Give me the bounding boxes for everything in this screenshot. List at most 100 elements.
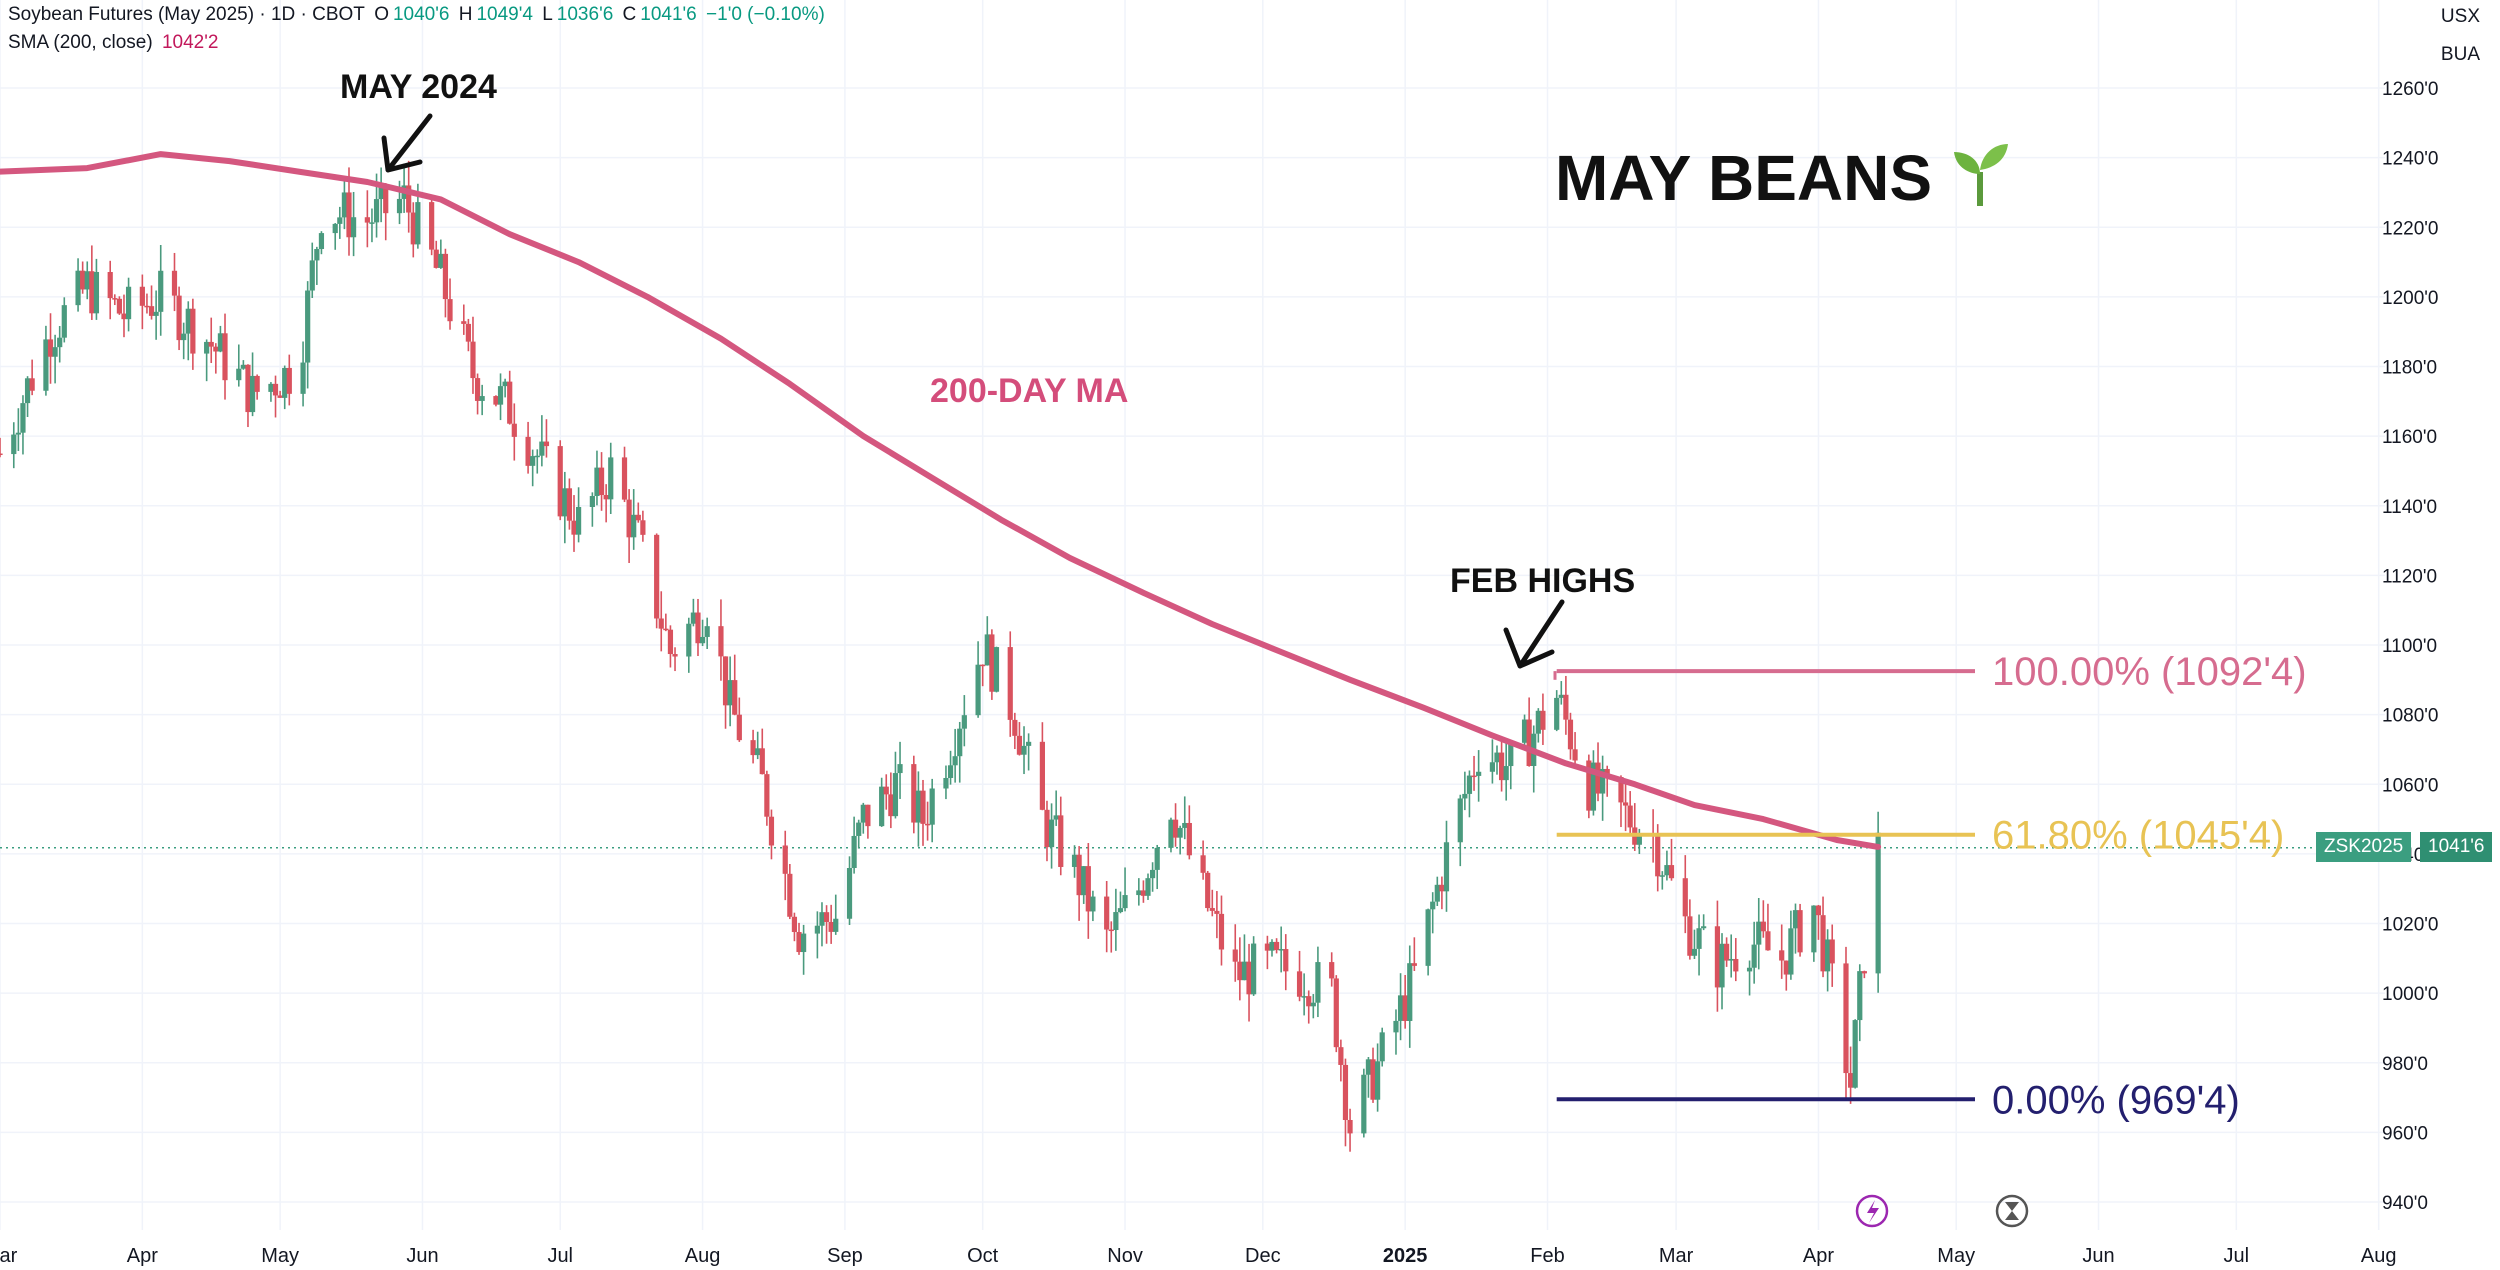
candle-body (1251, 943, 1257, 995)
ma-label-annotation: 200-DAY MA (930, 372, 1129, 410)
candle-body (1508, 742, 1514, 767)
x-tick-label: Apr (1803, 1245, 1834, 1267)
candle-body (1278, 949, 1284, 951)
candle-body (1696, 928, 1702, 949)
y-tick-label: 960'0 (2382, 1123, 2428, 1144)
candle-body (15, 432, 21, 435)
candle-body (1085, 866, 1091, 912)
candle-body (796, 932, 802, 953)
candle-body (1402, 995, 1408, 1021)
candle-body (378, 185, 384, 200)
y-tick-label: 1180'0 (2382, 358, 2437, 379)
hourglass-shape-icon[interactable] (2005, 1202, 2019, 1220)
lightning-bolt-icon[interactable] (1867, 1200, 1879, 1223)
candle-body (952, 756, 958, 766)
candle-body (1379, 1032, 1385, 1062)
may-2024-annotation: MAY 2024 (340, 68, 497, 106)
candle-body (502, 381, 508, 387)
x-tick-label: Nov (1107, 1245, 1143, 1267)
unit-label[interactable]: BUA (2440, 44, 2480, 65)
candle-body (1232, 949, 1238, 962)
candle-body (1622, 802, 1629, 806)
candle-body (1044, 809, 1050, 848)
y-tick-label: 1000'0 (2382, 984, 2438, 1005)
currency-label[interactable]: USX (2440, 6, 2480, 27)
candle-body (1168, 819, 1174, 848)
x-tick-label: Mar (0, 1245, 18, 1267)
candle-body (1026, 741, 1032, 746)
candle-body (1375, 1061, 1381, 1100)
candle-body (148, 306, 155, 316)
candle-body (566, 488, 573, 521)
candle-body (626, 499, 632, 538)
candle-body (1209, 908, 1215, 911)
candle-body (24, 378, 31, 404)
candle-body (695, 612, 701, 644)
candle-body (589, 496, 595, 507)
candle-body (1636, 834, 1642, 845)
candle-body (208, 341, 214, 347)
candle-body (759, 748, 765, 775)
fib-61-8-line-label: 61.80% (1045'4) (1992, 814, 2284, 858)
candle-body (897, 764, 903, 774)
candle-body (410, 212, 416, 245)
candle-body (819, 912, 825, 926)
candle-body (286, 367, 292, 394)
candle-body (1572, 749, 1578, 761)
candle-body (1071, 854, 1078, 867)
candle-body (1338, 1047, 1344, 1065)
candle-body (1347, 1119, 1353, 1134)
candle-body (222, 333, 228, 381)
candle-body (1393, 1020, 1399, 1033)
y-tick-label: 1260'0 (2382, 79, 2438, 100)
candle-body (309, 260, 315, 291)
candle-body (337, 217, 343, 224)
lightning-icon[interactable] (1855, 1194, 1889, 1228)
candle-body (507, 381, 513, 424)
candle-body (1627, 805, 1633, 828)
candle-body (383, 185, 389, 214)
candle-body (20, 403, 26, 433)
candle-body (0, 453, 3, 456)
candle-body (80, 270, 86, 290)
candle-body (1875, 832, 1881, 974)
candle-body (782, 845, 788, 874)
candle-body (920, 790, 926, 824)
candle-body (1306, 996, 1312, 1007)
candle-body (1489, 762, 1496, 772)
candle-body (465, 323, 471, 342)
candle-body (438, 253, 444, 268)
candle-body (176, 295, 182, 341)
candle-body (116, 298, 122, 314)
candle-body (571, 520, 577, 535)
candle-body (993, 647, 1000, 692)
candle-body (249, 375, 256, 413)
y-tick-label: 980'0 (2382, 1054, 2428, 1075)
candle-body (640, 520, 646, 535)
legend-open: 1040'6 (392, 4, 450, 25)
candle-body (608, 457, 614, 500)
candle-body (236, 368, 242, 381)
candle-body (511, 423, 517, 437)
candle-body (621, 457, 628, 500)
candle-body (107, 271, 113, 299)
candle-body (461, 321, 467, 324)
candle-body (217, 333, 224, 352)
candle-body (57, 337, 63, 348)
candle-body (1503, 766, 1509, 781)
candle-body (1466, 775, 1473, 794)
candle-body (1012, 719, 1018, 736)
candle-body (828, 921, 834, 932)
candle-body (961, 715, 967, 729)
hourglass-icon[interactable] (1995, 1194, 2029, 1228)
candle-body (61, 305, 67, 338)
candle-body (213, 346, 219, 352)
candle-body (823, 912, 830, 922)
legend-change: −1'0 (−0.10%) (706, 4, 825, 25)
candle-body (1186, 822, 1192, 856)
candle-body (943, 777, 949, 789)
candle-body (1668, 865, 1675, 879)
candle-body (1172, 819, 1179, 838)
legend-symbol: Soybean Futures (May 2025) · 1D · CBOT (8, 4, 365, 25)
